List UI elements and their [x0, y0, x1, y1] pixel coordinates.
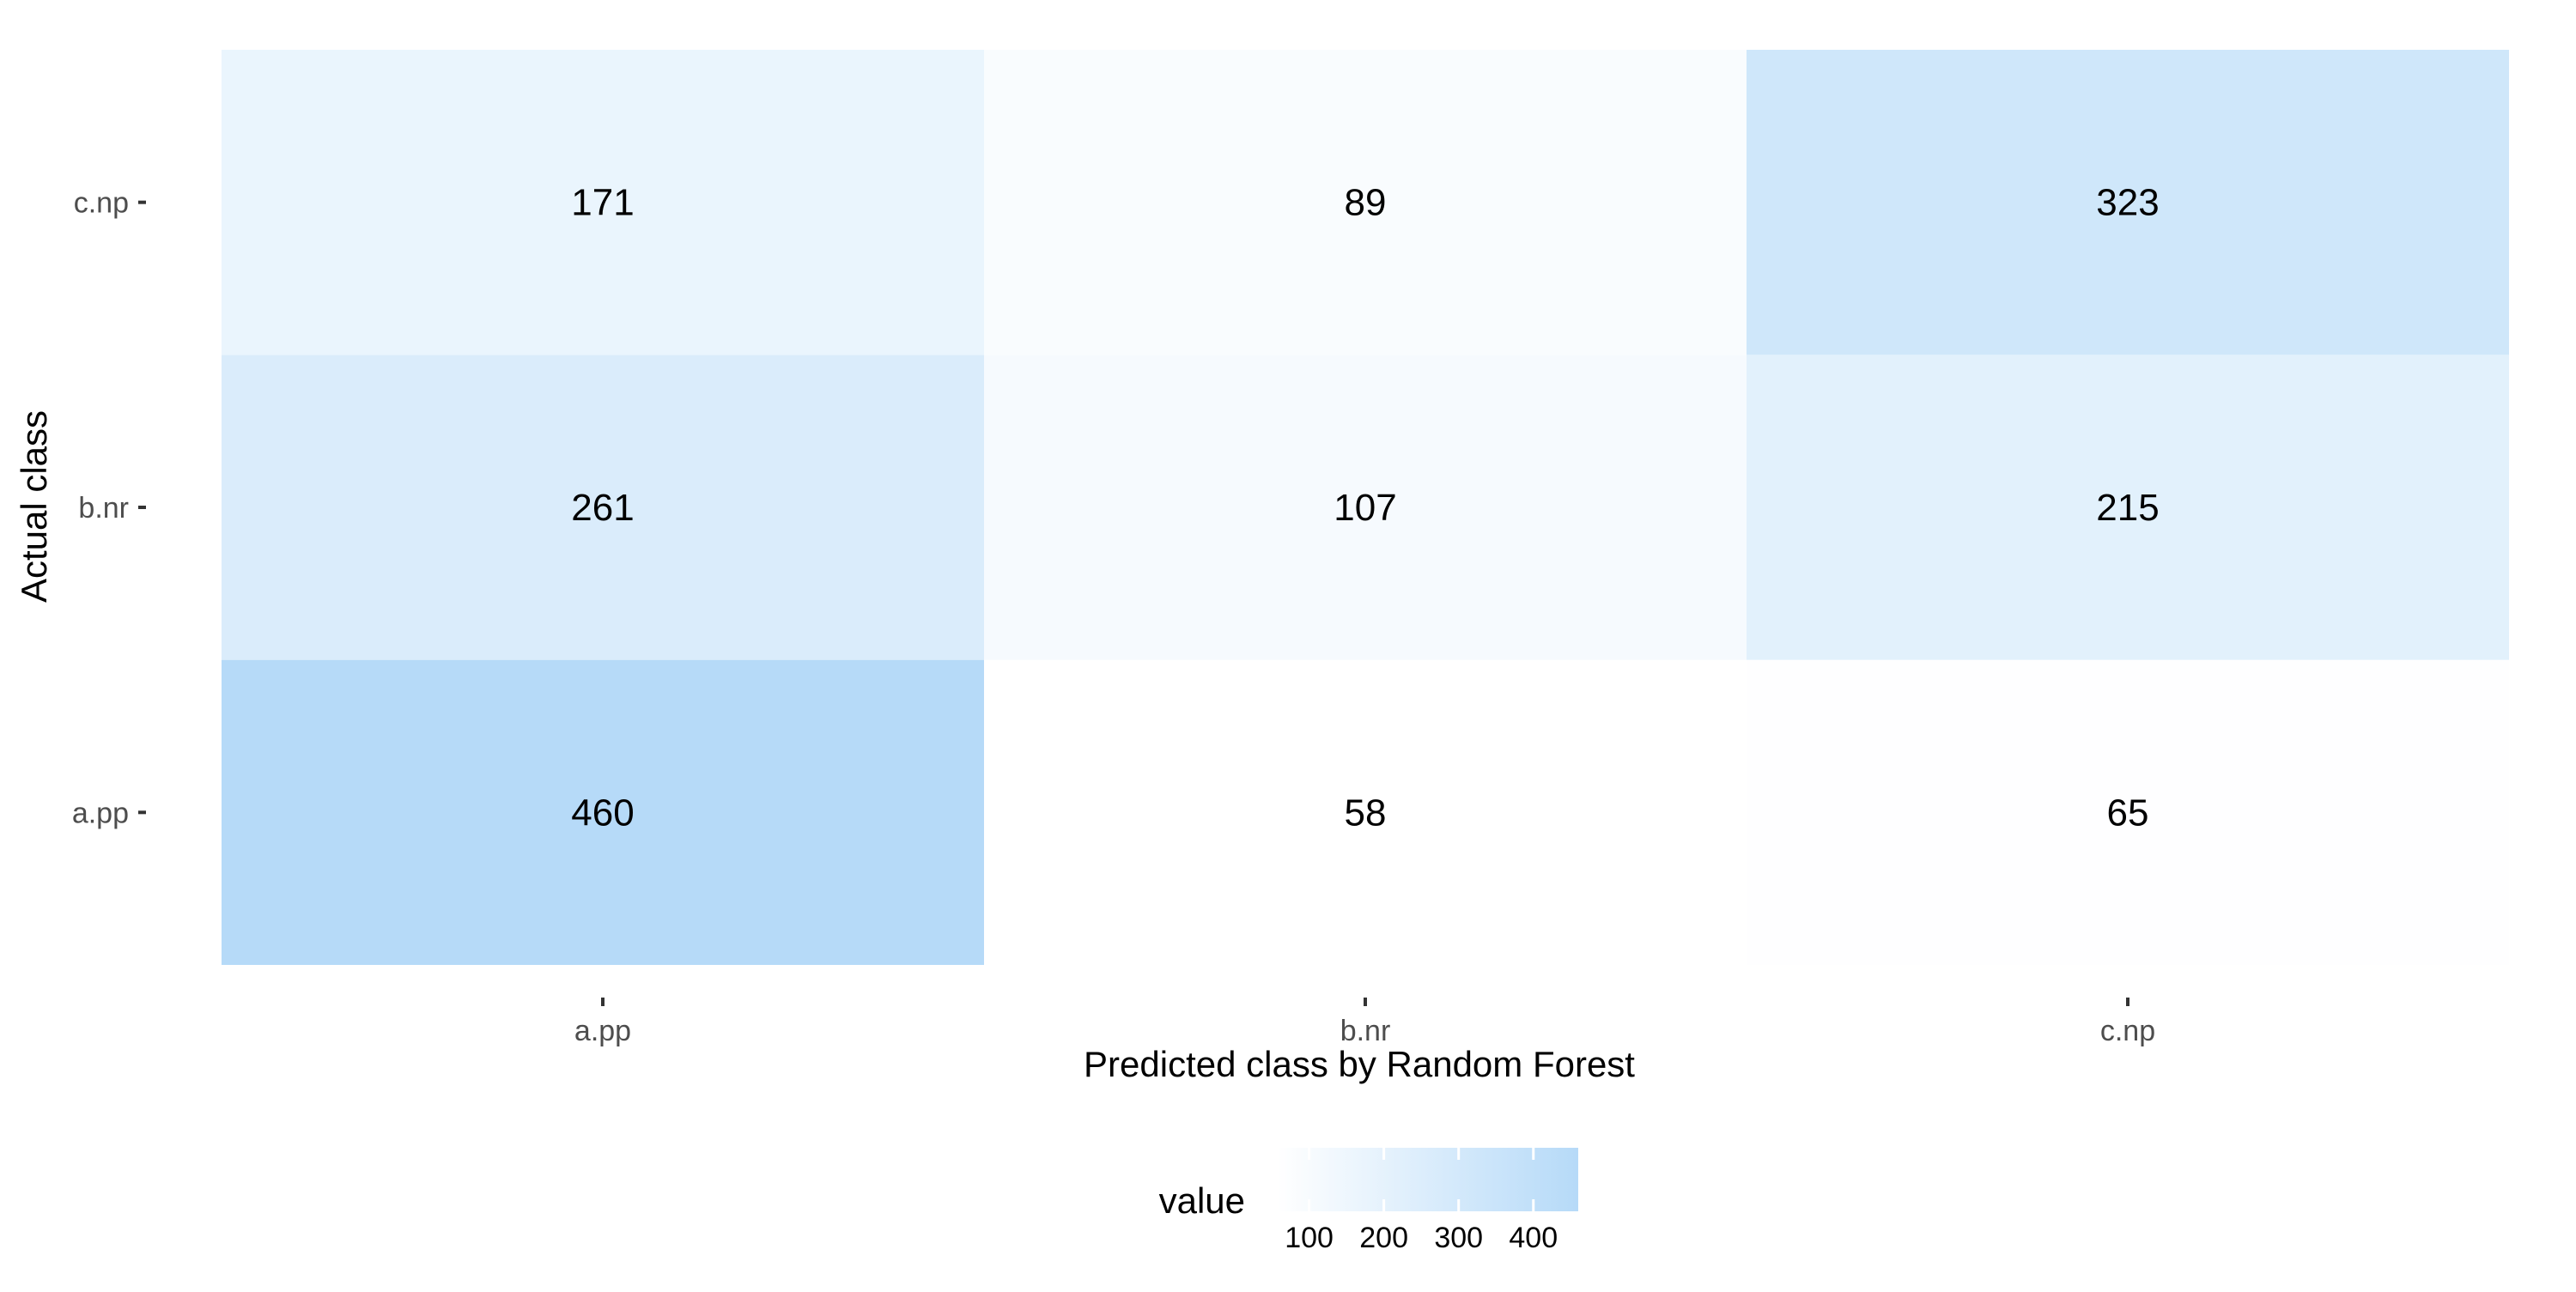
y-tick-label: c.np — [74, 187, 129, 220]
heatmap-cell-b.nr-a.pp — [222, 355, 984, 660]
y-axis: a.pp b.nr c.np — [72, 187, 146, 829]
legend-tick-label: 100 — [1285, 1222, 1334, 1254]
x-axis-title: Predicted class by Random Forest — [1084, 1044, 1635, 1084]
legend-title: value — [1159, 1180, 1245, 1221]
cell-value-label: 215 — [2096, 487, 2159, 529]
heatmap-cell-a.pp-a.pp — [222, 659, 984, 965]
cell-value-label: 58 — [1345, 792, 1387, 834]
x-tick-label: a.pp — [574, 1015, 631, 1047]
legend-tick-label: 400 — [1509, 1222, 1558, 1254]
x-tick-label: b.nr — [1340, 1015, 1391, 1047]
legend: value 100 200 300 400 — [1159, 1148, 1578, 1254]
cell-value-label: 65 — [2107, 792, 2149, 834]
heatmap-cell-c.np-a.pp — [222, 50, 984, 355]
heatmap-cell-a.pp-b.nr — [984, 659, 1747, 965]
cell-value-label: 89 — [1345, 182, 1387, 224]
heatmap-cell-a.pp-c.np — [1747, 659, 2509, 965]
y-axis-title: Actual class — [14, 410, 54, 603]
legend-colorbar — [1278, 1148, 1578, 1211]
x-axis: a.pp b.nr c.np — [574, 998, 2155, 1047]
y-tick-label: a.pp — [72, 797, 129, 829]
y-tick-label: b.nr — [78, 492, 129, 525]
legend-tick-label: 200 — [1359, 1222, 1408, 1254]
cell-value-label: 171 — [571, 182, 634, 224]
heatmap-cell-c.np-c.np — [1747, 50, 2509, 355]
heatmap-cells — [222, 50, 2509, 965]
heatmap-cell-c.np-b.nr — [984, 50, 1747, 355]
heatmap-cell-b.nr-b.nr — [984, 355, 1747, 660]
cell-value-label: 460 — [571, 792, 634, 834]
cell-value-label: 107 — [1334, 487, 1396, 529]
legend-ticks: 100 200 300 400 — [1285, 1148, 1558, 1254]
cell-value-label: 323 — [2096, 182, 2159, 224]
x-tick-label: c.np — [2100, 1015, 2155, 1047]
cell-value-label: 261 — [571, 487, 634, 529]
heatmap-cell-b.nr-c.np — [1747, 355, 2509, 660]
legend-tick-label: 300 — [1434, 1222, 1483, 1254]
heatmap-cell-labels: 460 58 65 261 107 215 171 89 323 — [571, 182, 2159, 834]
